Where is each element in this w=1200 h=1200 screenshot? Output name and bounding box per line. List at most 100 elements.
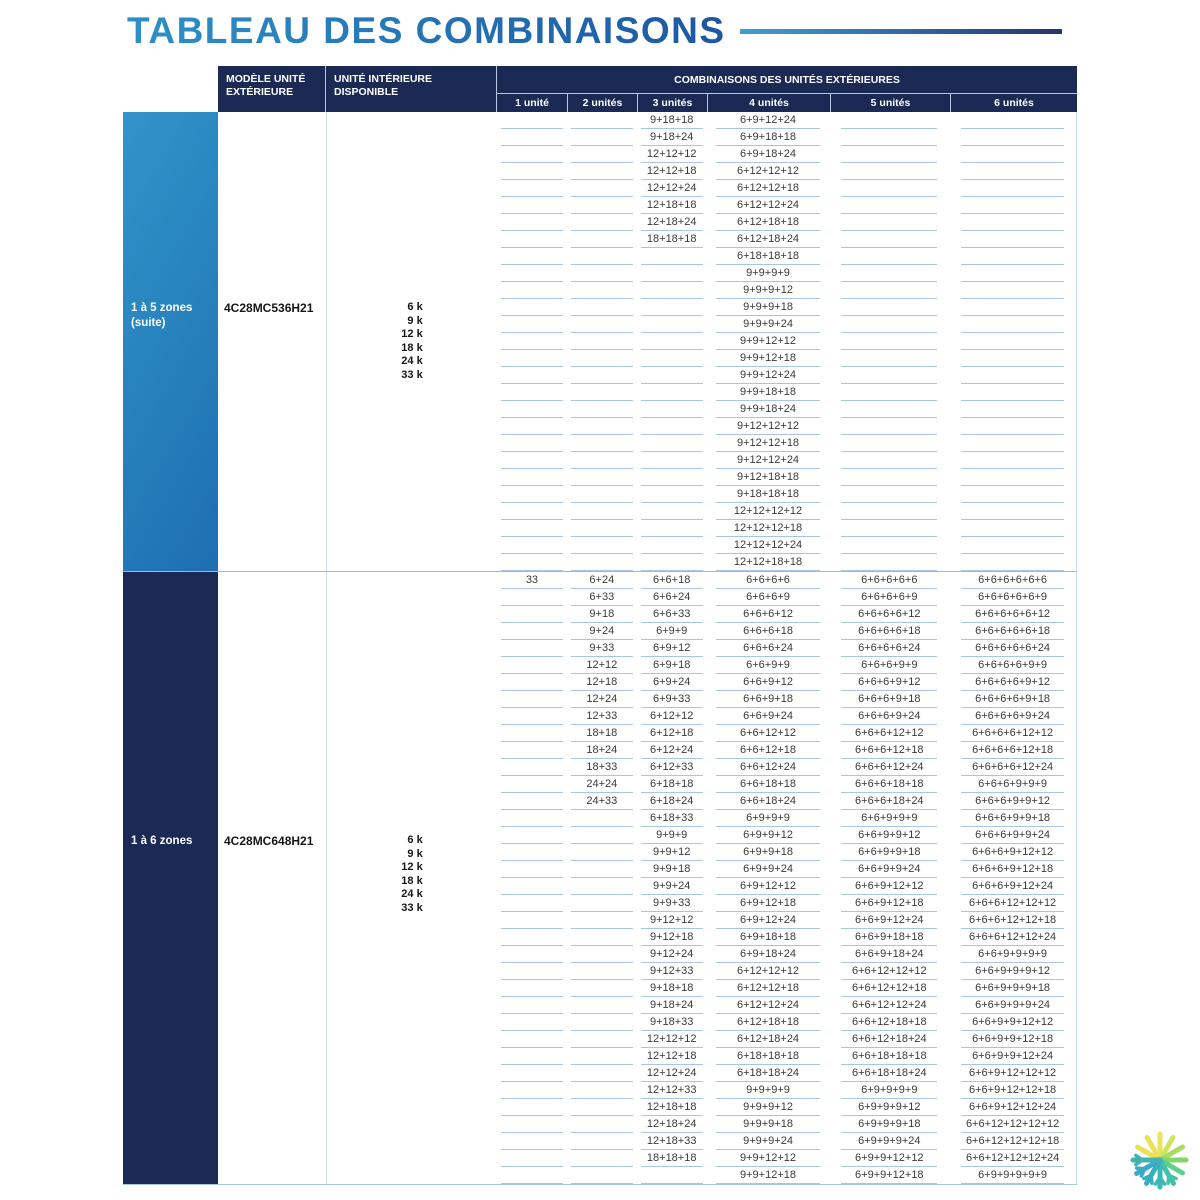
- combo-cell: [949, 333, 1076, 350]
- combo-cell: 6+6+9+9+9+18: [949, 980, 1076, 997]
- combo-cell: 12+12+24: [637, 1065, 707, 1082]
- combo-cell: 12+12+12+18: [707, 520, 830, 537]
- combo-cell: [637, 248, 707, 265]
- combo-cell: 6+12+18+18: [707, 214, 830, 231]
- combo-cell: 6+6+9+9+12+18: [949, 1031, 1076, 1048]
- combo-cell: [497, 350, 567, 367]
- combo-cell: [497, 1116, 567, 1133]
- combo-cell: [567, 1014, 637, 1031]
- combo-cell: 6+6+9+18: [707, 691, 830, 708]
- combo-cell: 9+12+12: [637, 912, 707, 929]
- combo-cell: 9+12+18+18: [707, 469, 830, 486]
- combo-cell: [567, 997, 637, 1014]
- combo-cell: [567, 878, 637, 895]
- combo-cell: [567, 282, 637, 299]
- combo-cell: [949, 401, 1076, 418]
- combo-cell: [497, 503, 567, 520]
- combo-cell: 6+6+9+9+12+24: [949, 1048, 1076, 1065]
- combo-cell: [497, 793, 567, 810]
- combo-cell: 24+33: [567, 793, 637, 810]
- combo-cell: [829, 333, 949, 350]
- combo-cell: 6+6+6+9+12+18: [949, 861, 1076, 878]
- table-row: 9+9+18+18: [497, 384, 1076, 401]
- table-row: 12+12+12+18: [497, 520, 1076, 537]
- combo-cell: 6+6+9+9+9+24: [949, 997, 1076, 1014]
- combo-cell: 6+6+6+6+9+24: [949, 708, 1076, 725]
- combo-cell: 9+24: [567, 623, 637, 640]
- combo-cell: 6+9+9: [637, 623, 707, 640]
- combo-cell: [567, 1116, 637, 1133]
- combo-cell: [567, 469, 637, 486]
- combo-cell: [637, 452, 707, 469]
- combo-cell: [637, 520, 707, 537]
- table-row: 9+12+12 6+9+12+24 6+6+9+12+24 6+6+6+12+12+1…: [497, 912, 1076, 929]
- combo-cell: 6+6+12+12+12+12: [949, 1116, 1076, 1133]
- combo-cell: [829, 435, 949, 452]
- table-row: 12+12+18 6+18+18+18 6+6+18+18+18 6+6+9+9+12…: [497, 1048, 1076, 1065]
- header-combos-title: COMBINAISONS DES UNITÉS EXTÉRIEURES: [497, 66, 1077, 94]
- combo-cell: 9+18+18+18: [707, 486, 830, 503]
- combo-cell: [829, 316, 949, 333]
- combo-cell: 6+9+18+18: [707, 929, 830, 946]
- combo-cell: [949, 163, 1076, 180]
- combo-cell: 9+9+18+24: [707, 401, 830, 418]
- combo-cell: [949, 282, 1076, 299]
- combo-cell: [567, 1082, 637, 1099]
- combo-cell: [829, 401, 949, 418]
- table-row: 24+33 6+18+24 6+6+18+24 6+6+6+18+24 6+6+6+9+…: [497, 793, 1076, 810]
- outdoor-model: 4C28MC648H21: [224, 834, 314, 848]
- combo-cell: 6+6+9+12+12: [829, 878, 949, 895]
- combo-cell: 6+6+6+12+12+12: [949, 895, 1076, 912]
- combo-cell: [567, 248, 637, 265]
- combo-cell: 6+9+24: [637, 674, 707, 691]
- combo-cell: [567, 980, 637, 997]
- combo-cell: 6+6+12+12: [707, 725, 830, 742]
- table-row: 9+9+9+18: [497, 299, 1076, 316]
- combo-cell: 9+9+12+12: [707, 1150, 830, 1167]
- combo-cell: [567, 895, 637, 912]
- combo-cell: 6+9+9+12+12: [829, 1150, 949, 1167]
- table-row: 9+12+12+12: [497, 418, 1076, 435]
- combo-cell: [497, 129, 567, 146]
- combo-cell: [497, 776, 567, 793]
- table-row: 24+24 6+18+18 6+6+18+18 6+6+6+18+18 6+6+6+9+…: [497, 776, 1076, 793]
- combo-cell: [829, 537, 949, 554]
- combo-cell: 9+18+18: [637, 980, 707, 997]
- combo-cell: [567, 1133, 637, 1150]
- combo-cell: 9+33: [567, 640, 637, 657]
- combo-cell: 12+12+33: [637, 1082, 707, 1099]
- combo-cell: 6+18+24: [637, 793, 707, 810]
- combo-cell: 18+33: [567, 759, 637, 776]
- combo-cell: [497, 997, 567, 1014]
- combo-cell: 12+12+12+12: [707, 503, 830, 520]
- table-row: 12+12+12+24: [497, 537, 1076, 554]
- combo-cell: 6+6+33: [637, 606, 707, 623]
- combo-cell: [637, 469, 707, 486]
- combo-cell: [497, 623, 567, 640]
- combo-cell: 6+6+12+12+24: [829, 997, 949, 1014]
- combo-cell: [949, 520, 1076, 537]
- combo-cell: 6+6+9+12+12+18: [949, 1082, 1076, 1099]
- combo-cell: [497, 163, 567, 180]
- combo-cell: 9+12+18: [637, 929, 707, 946]
- combo-cell: [829, 180, 949, 197]
- combo-cell: 6+6+9+9+12: [829, 827, 949, 844]
- header-unit-columns: 1 unité 2 unités 3 unités 4 unités 5 unités 6…: [497, 94, 1077, 112]
- combo-cell: 6+6+6+6+12+18: [949, 742, 1076, 759]
- combo-cell: [567, 384, 637, 401]
- combo-cell: 6+6+9+18+24: [829, 946, 949, 963]
- combo-cell: 9+9+9+12: [707, 282, 830, 299]
- combo-cell: [497, 1150, 567, 1167]
- combo-cell: [497, 231, 567, 248]
- combo-cell: 6+6+6+6+6: [829, 572, 949, 589]
- combo-cell: [567, 265, 637, 282]
- table-row: 18+18 6+12+18 6+6+12+12 6+6+6+12+12 6+6+6+6+…: [497, 725, 1076, 742]
- combo-cell: 12+33: [567, 708, 637, 725]
- table-row: 9+9+33 6+9+12+18 6+6+9+12+18 6+6+6+12+12+12: [497, 895, 1076, 912]
- combo-cell: [637, 333, 707, 350]
- combo-cell: 12+12+12: [637, 1031, 707, 1048]
- header-unit-col-1: 1 unité: [515, 97, 549, 109]
- combo-cell: [497, 452, 567, 469]
- combo-cell: 9+9+9+12: [707, 1099, 830, 1116]
